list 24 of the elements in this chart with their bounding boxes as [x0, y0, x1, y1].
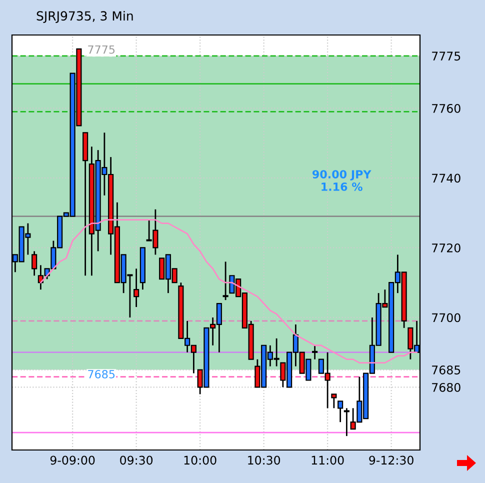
- candlestick: [134, 268, 140, 308]
- candlestick: [331, 394, 337, 409]
- y-tick-label: 7700: [432, 313, 460, 322]
- y-tick-label: 7680: [432, 382, 460, 392]
- y-tick-label: 7720: [432, 243, 460, 252]
- y-tick-label: 7775: [432, 52, 460, 61]
- annotation: 7775: [88, 46, 115, 54]
- x-tick-label: 10:00: [184, 456, 216, 465]
- candlestick: [32, 250, 38, 276]
- annotation: 7685: [88, 370, 115, 378]
- y-tick-label: 7740: [432, 174, 460, 183]
- x-tick-label: 9-12:30: [369, 456, 414, 465]
- y-tick-label: 7760: [432, 104, 460, 113]
- x-tick-label: 9-09:00: [50, 456, 95, 465]
- band-label: 90.00 JPY 1.16 %: [312, 170, 372, 191]
- y-tick-label: 7685: [432, 366, 460, 374]
- x-tick-label: 09:30: [120, 456, 153, 465]
- x-tick-label: 10:30: [248, 456, 280, 465]
- chart-title: SJRJ9735, 3 Min: [36, 10, 133, 23]
- candlestick: [344, 407, 350, 437]
- candlestick: [222, 260, 228, 301]
- candlestick: [338, 400, 344, 423]
- x-tick-label: 11:00: [312, 456, 344, 465]
- candlestick: [312, 344, 318, 360]
